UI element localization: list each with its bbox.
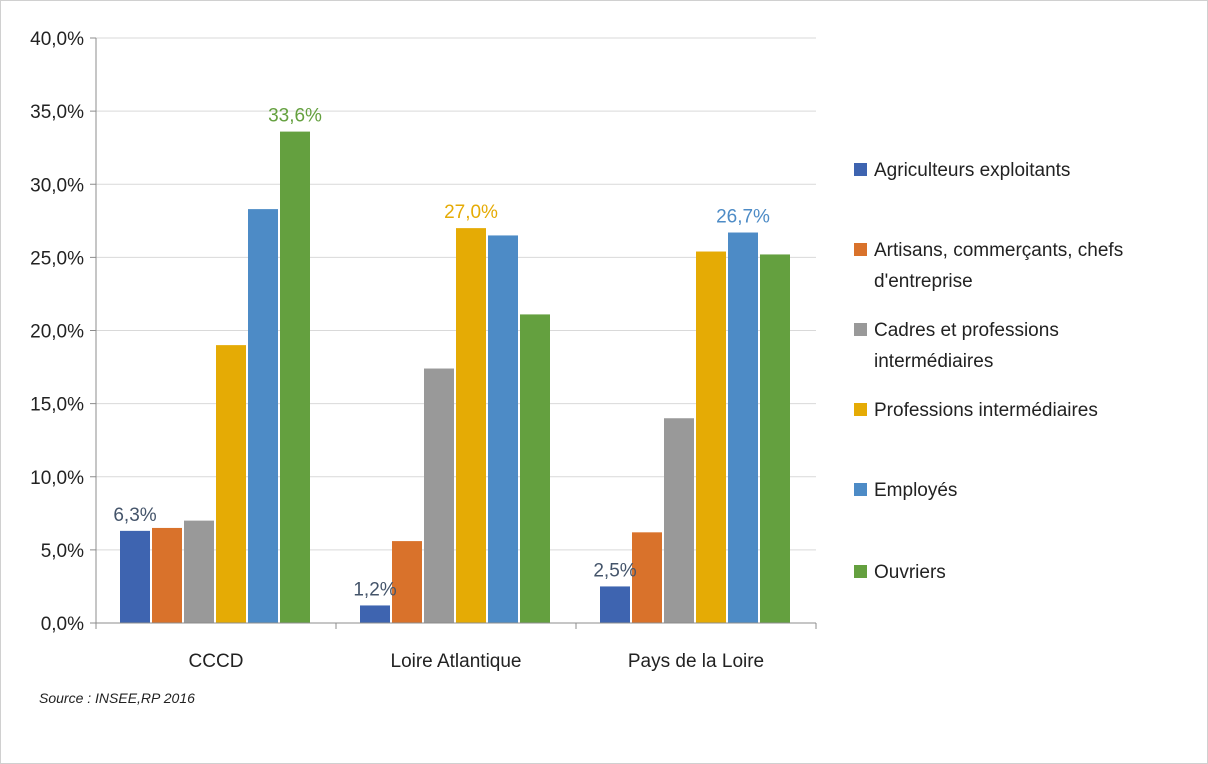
bar <box>456 228 486 623</box>
axes: 0,0% 5,0% 10,0% 15,0% 20,0% 25,0% 30,0% 35,0% 40… <box>30 29 817 672</box>
data-label: 6,3% <box>113 505 156 526</box>
bar <box>120 530 150 623</box>
bar <box>184 520 214 623</box>
legend-swatch <box>854 483 867 496</box>
y-tick-label: 10,0% <box>30 468 84 489</box>
legend-swatch <box>854 243 867 256</box>
category-label: CCCD <box>189 651 244 672</box>
bar <box>280 131 310 623</box>
legend-swatch <box>854 403 867 416</box>
legend-entry: Artisans, commerçants, chefs d'entreprise <box>874 240 1123 292</box>
bar <box>760 254 790 623</box>
bar <box>488 235 518 623</box>
bar <box>664 418 694 623</box>
bar <box>424 368 454 623</box>
legend-swatch <box>854 323 867 336</box>
legend-swatch <box>854 565 867 578</box>
legend-entry: Agriculteurs exploitants <box>874 160 1070 181</box>
y-tick-label: 20,0% <box>30 322 84 343</box>
data-label: 27,0% <box>444 202 498 223</box>
bar <box>392 541 422 623</box>
y-tick-label: 35,0% <box>30 102 84 123</box>
data-label: 1,2% <box>353 579 396 600</box>
bar <box>728 232 758 623</box>
y-tick-label: 15,0% <box>30 395 84 416</box>
data-label: 26,7% <box>716 207 770 228</box>
data-label: 33,6% <box>268 106 322 127</box>
y-tick-label: 25,0% <box>30 248 84 269</box>
category-label: Pays de la Loire <box>628 651 764 672</box>
legend-entry: Cadres et professions intermédiaires <box>874 320 1059 372</box>
legend-entry: Professions intermédiaires <box>874 400 1098 421</box>
y-tick-label: 30,0% <box>30 175 84 196</box>
y-tick-label: 40,0% <box>30 29 84 50</box>
legend-swatch <box>854 163 867 176</box>
data-label: 2,5% <box>593 560 636 581</box>
bar <box>600 586 630 623</box>
bar <box>520 314 550 623</box>
source-note: Source : INSEE,RP 2016 <box>39 690 195 706</box>
bar <box>152 527 182 623</box>
data-labels: 6,3% 1,2% 2,5% 33,6% 27,0% 26,7% <box>113 106 770 601</box>
bar <box>696 251 726 623</box>
bars <box>120 131 790 624</box>
bar <box>248 209 278 624</box>
y-tick-label: 5,0% <box>41 541 84 562</box>
legend: Agriculteurs exploitants Artisans, commer… <box>854 160 1123 583</box>
legend-entry: Ouvriers <box>874 562 946 583</box>
legend-entry: Employés <box>874 480 957 501</box>
bar <box>216 345 246 623</box>
bar <box>632 532 662 623</box>
y-tick-label: 0,0% <box>41 614 84 635</box>
bar <box>360 605 390 623</box>
category-label: Loire Atlantique <box>391 651 522 672</box>
